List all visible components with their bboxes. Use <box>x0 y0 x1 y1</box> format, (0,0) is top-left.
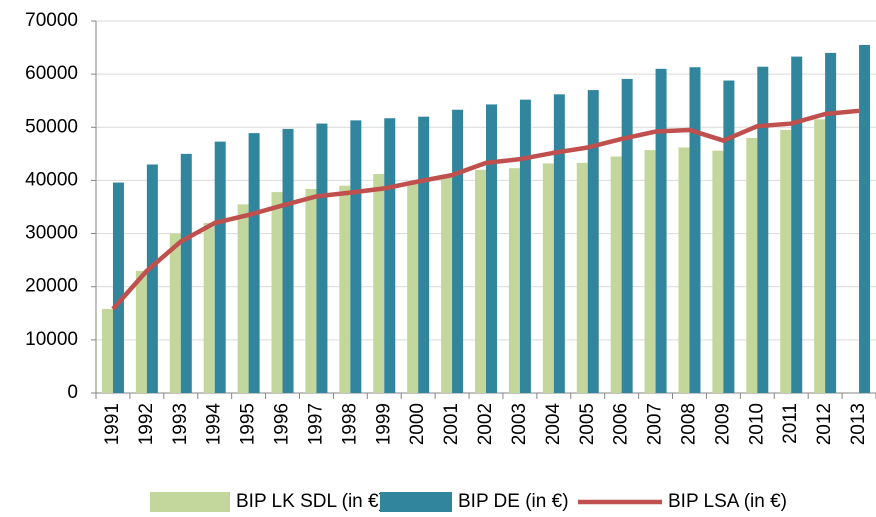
legend-label: BIP DE (in €) <box>458 491 569 512</box>
bar <box>452 109 464 394</box>
x-tick-label: 1998 <box>339 403 360 445</box>
bar <box>791 56 803 393</box>
bar <box>553 94 565 393</box>
bar <box>689 67 701 393</box>
bar <box>475 169 486 393</box>
legend-label: BIP LK SDL (in €) <box>236 491 385 512</box>
bar <box>508 168 520 393</box>
bar <box>859 44 871 394</box>
y-tick-label: 40000 <box>25 169 78 190</box>
bar <box>418 116 430 394</box>
y-tick-label: 30000 <box>25 223 78 244</box>
x-tick-label: 2013 <box>848 403 869 445</box>
x-tick-label: 2006 <box>611 403 632 445</box>
x-tick-label: 1997 <box>305 403 326 445</box>
bar <box>282 128 294 393</box>
bar <box>655 68 667 393</box>
bar <box>780 129 792 393</box>
bar <box>135 270 147 393</box>
bar <box>169 233 181 393</box>
bar <box>112 182 124 393</box>
x-tick-label: 1993 <box>170 403 191 445</box>
x-tick-label: 2001 <box>441 403 462 445</box>
bar <box>587 90 599 393</box>
y-tick-label: 60000 <box>25 63 78 84</box>
bar <box>339 185 351 393</box>
bar <box>746 137 758 393</box>
x-tick-label: 2010 <box>746 403 767 445</box>
bar <box>407 183 419 393</box>
bar <box>441 177 453 393</box>
x-tick-label: 2005 <box>577 403 598 445</box>
bar <box>350 120 362 394</box>
x-tick-label: 1999 <box>373 403 394 445</box>
bar <box>576 162 588 393</box>
bar <box>610 156 622 393</box>
x-tick-label: 2009 <box>712 403 733 445</box>
legend-swatch <box>380 492 452 512</box>
bar <box>712 150 724 393</box>
x-tick-label: 1992 <box>136 403 157 445</box>
bar <box>180 153 192 393</box>
bar <box>757 66 769 394</box>
bar <box>621 78 633 393</box>
bar <box>203 222 215 393</box>
bar <box>305 188 317 393</box>
bar <box>825 52 837 394</box>
bar <box>271 192 283 393</box>
legend-label: BIP LSA (in €) <box>668 491 787 512</box>
y-tick-label: 10000 <box>25 329 78 350</box>
y-tick-label: 0 <box>67 382 78 403</box>
y-tick-label: 70000 <box>25 10 78 31</box>
bar <box>644 150 656 393</box>
bar <box>519 99 531 393</box>
bar <box>542 163 554 393</box>
x-tick-label: 2011 <box>780 403 801 444</box>
bar <box>214 141 226 393</box>
legend-swatch <box>150 492 230 512</box>
x-tick-label: 1994 <box>204 403 225 446</box>
bar <box>316 123 328 394</box>
bar <box>723 80 735 394</box>
bar <box>237 204 249 393</box>
x-tick-label: 2008 <box>678 403 699 445</box>
bar <box>146 164 158 393</box>
x-tick-label: 1995 <box>238 403 259 445</box>
x-tick-label: 2012 <box>814 403 835 445</box>
bar <box>101 309 113 393</box>
y-tick-label: 50000 <box>25 116 78 137</box>
x-tick-label: 2007 <box>645 403 666 445</box>
bar <box>248 133 260 394</box>
x-tick-label: 2000 <box>407 403 428 445</box>
bar <box>373 174 385 393</box>
x-tick-label: 1991 <box>102 403 123 445</box>
y-tick-label: 20000 <box>25 276 78 297</box>
x-tick-label: 2002 <box>475 403 496 445</box>
bar <box>814 119 826 394</box>
x-tick-label: 2004 <box>543 403 564 446</box>
bar <box>486 104 497 393</box>
x-tick-label: 1996 <box>272 403 293 445</box>
line <box>111 108 860 311</box>
bar <box>678 147 690 393</box>
bar <box>384 118 396 393</box>
x-tick-label: 2003 <box>509 403 530 445</box>
